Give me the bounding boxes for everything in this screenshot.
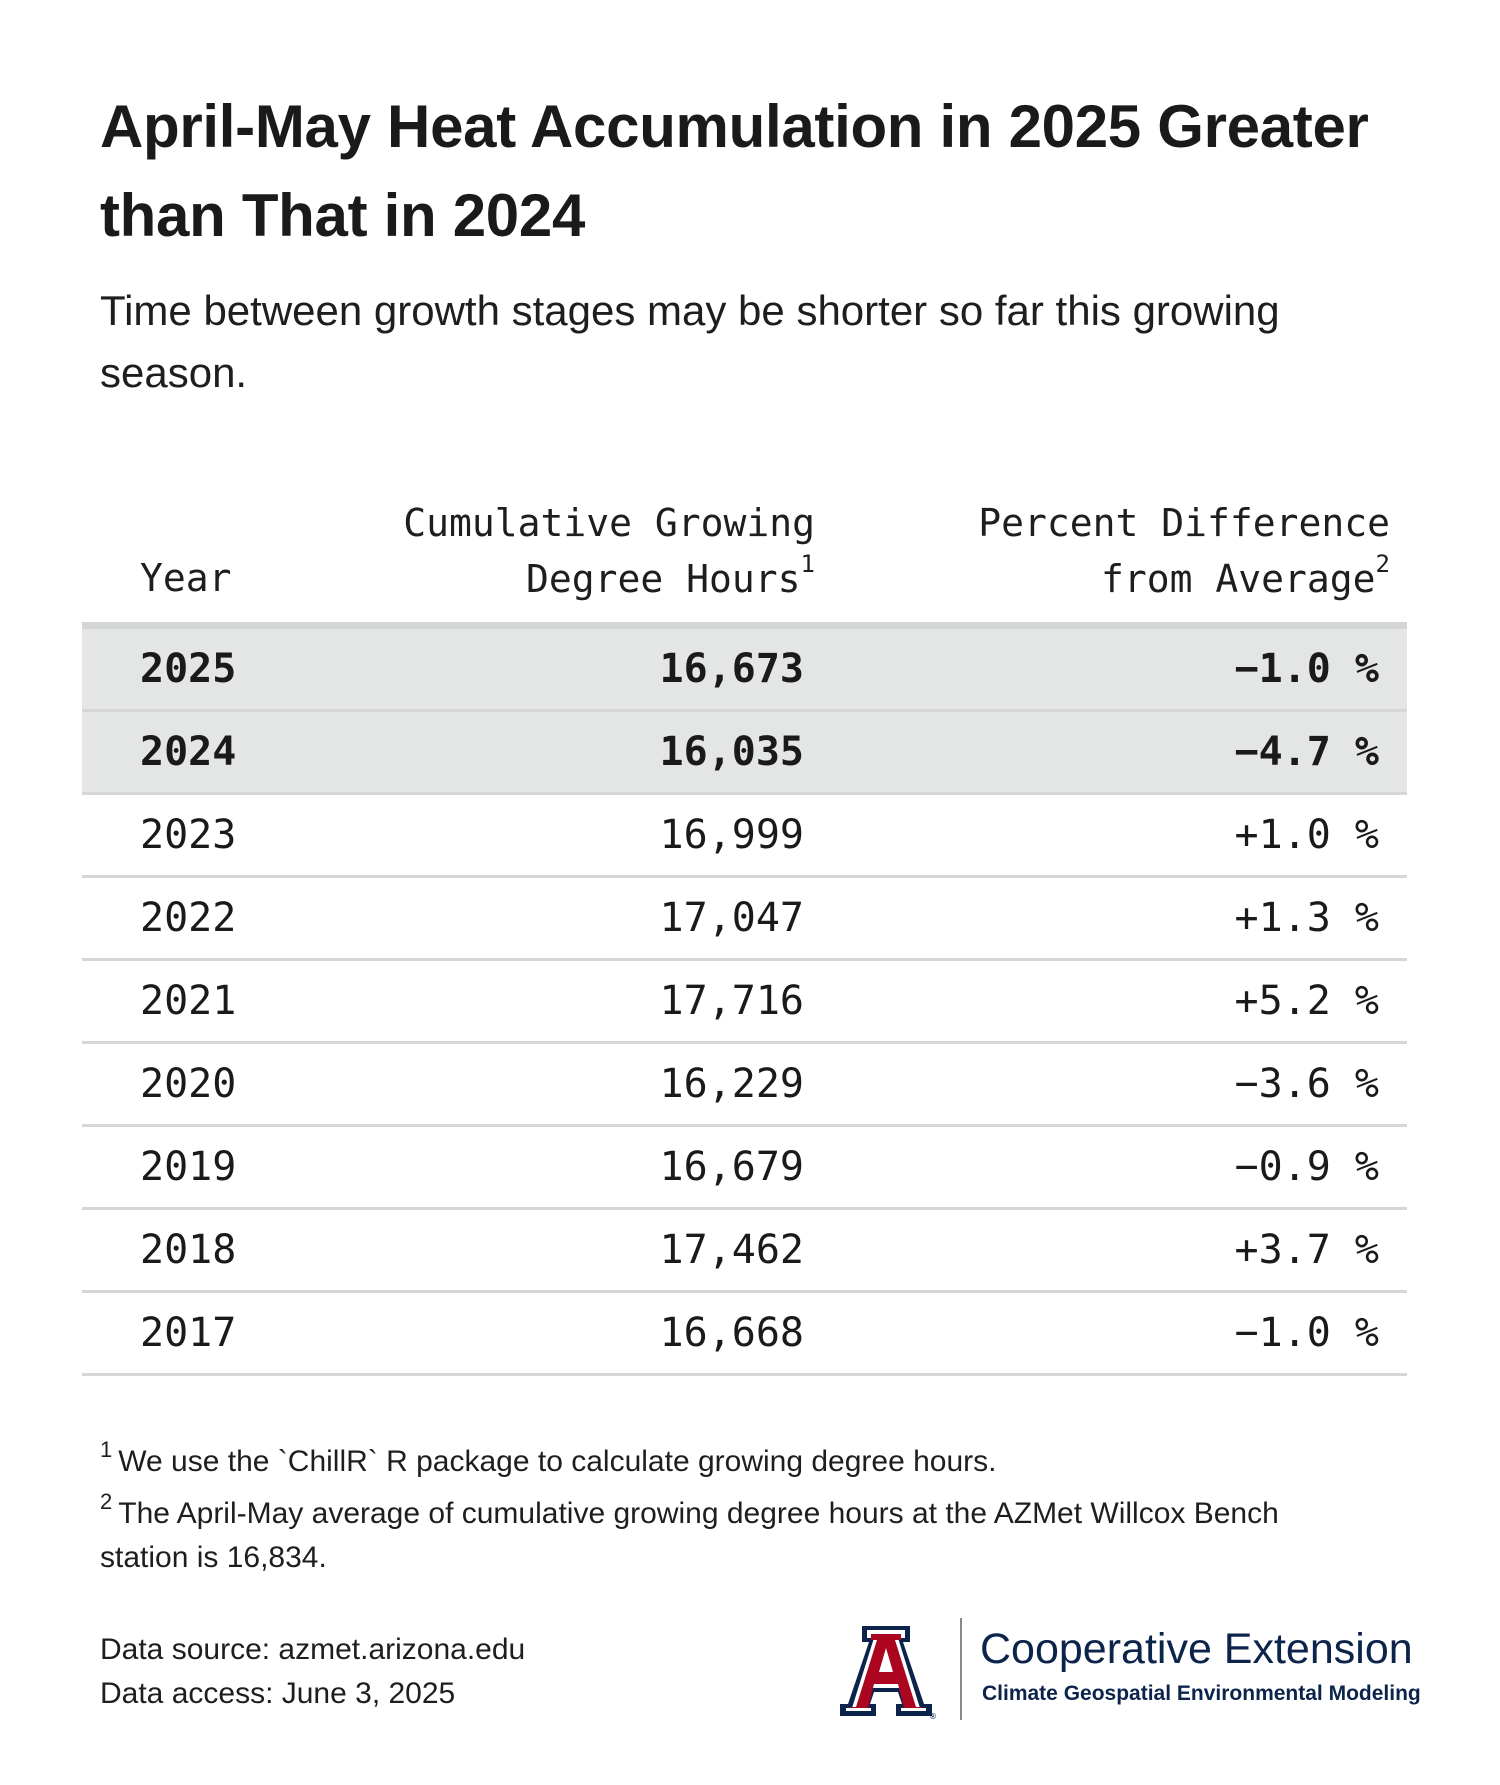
- cell-pct: −0.9 %: [1234, 1144, 1380, 1190]
- table-row: 2023 16,999 +1.0 %: [82, 795, 1407, 878]
- cell-year: 2024: [140, 729, 237, 775]
- table-row: 2018 17,462 +3.7 %: [82, 1210, 1407, 1293]
- column-header-gdh-line1: Cumulative Growing: [403, 501, 815, 545]
- logo-divider: [960, 1618, 962, 1720]
- footnote-2: 2 The April-May average of cumulative gro…: [100, 1489, 1350, 1580]
- cell-gdh: 16,673: [659, 646, 805, 692]
- page-subtitle: Time between growth stages may be shorte…: [100, 287, 1280, 396]
- data-source-line: Data source: azmet.arizona.edu: [100, 1633, 526, 1666]
- cell-gdh: 16,999: [659, 812, 805, 858]
- column-header-year: Year: [140, 556, 232, 600]
- column-header-gdh-line2-text: Degree Hours: [526, 557, 801, 601]
- footnote-1-marker: 1: [100, 1437, 113, 1462]
- table-row: 2024 16,035 −4.7 %: [82, 712, 1407, 795]
- table-body: 2025 16,673 −1.0 % 2024 16,035 −4.7 % 2023 16,9…: [82, 629, 1407, 1376]
- footnote-2-marker: 2: [100, 1489, 113, 1514]
- cell-gdh: 17,716: [659, 978, 805, 1024]
- footnote-1: 1 We use the `ChillR` R package to calcul…: [100, 1437, 1350, 1484]
- page-title: April-May Heat Accumulation in 2025 Grea…: [100, 93, 1369, 249]
- cell-year: 2017: [140, 1310, 237, 1356]
- org-name: Cooperative Extension: [980, 1625, 1413, 1673]
- cell-year: 2019: [140, 1144, 237, 1190]
- data-source: Data source: azmet.arizona.edu Data acce…: [100, 1628, 525, 1716]
- cell-pct: −3.6 %: [1234, 1061, 1380, 1107]
- cell-pct: +5.2 %: [1234, 978, 1380, 1024]
- unit-name: Climate Geospatial Environmental Modelin…: [982, 1682, 1421, 1705]
- cell-pct: +1.3 %: [1234, 895, 1380, 941]
- column-header-gdh: Cumulative Growing Degree Hours1: [403, 495, 815, 607]
- footnote-1-text: We use the `ChillR` R package to calcula…: [118, 1445, 997, 1478]
- footnotes: 1 We use the `ChillR` R package to calcul…: [100, 1437, 1350, 1580]
- cell-year: 2021: [140, 978, 237, 1024]
- cell-year: 2023: [140, 812, 237, 858]
- cell-pct: +1.0 %: [1234, 812, 1380, 858]
- column-header-pct-line2: from Average2: [978, 551, 1390, 607]
- cell-gdh: 17,462: [659, 1227, 805, 1273]
- table-row: 2019 16,679 −0.9 %: [82, 1127, 1407, 1210]
- cell-year: 2025: [140, 646, 237, 692]
- table-row: 2017 16,668 −1.0 %: [82, 1293, 1407, 1376]
- cell-gdh: 16,668: [659, 1310, 805, 1356]
- column-header-pct-line2-text: from Average: [1101, 557, 1376, 601]
- table-row: 2021 17,716 +5.2 %: [82, 961, 1407, 1044]
- block-a-counter: [879, 1648, 893, 1672]
- table-row: 2025 16,673 −1.0 %: [82, 629, 1407, 712]
- column-header-pct: Percent Difference from Average2: [978, 495, 1390, 607]
- cell-pct: −1.0 %: [1234, 646, 1380, 692]
- cell-gdh: 16,229: [659, 1061, 805, 1107]
- cell-year: 2020: [140, 1061, 237, 1107]
- header-rule: [82, 622, 1407, 629]
- cell-gdh: 16,679: [659, 1144, 805, 1190]
- footnote-marker-2: 2: [1375, 550, 1390, 578]
- table-row: 2022 17,047 +1.3 %: [82, 878, 1407, 961]
- footnote-2-text: The April-May average of cumulative grow…: [100, 1497, 1279, 1574]
- table-row: 2020 16,229 −3.6 %: [82, 1044, 1407, 1127]
- cell-pct: −1.0 %: [1234, 1310, 1380, 1356]
- data-access-line: Data access: June 3, 2025: [100, 1677, 456, 1710]
- column-header-pct-line1: Percent Difference: [978, 501, 1390, 545]
- column-header-gdh-line2: Degree Hours1: [403, 551, 815, 607]
- registered-mark: ®: [929, 1712, 936, 1720]
- cell-gdh: 16,035: [659, 729, 805, 775]
- cell-year: 2022: [140, 895, 237, 941]
- cell-pct: −4.7 %: [1234, 729, 1380, 775]
- footnote-marker-1: 1: [800, 550, 815, 578]
- university-block-a-icon: ®: [840, 1626, 936, 1720]
- cell-pct: +3.7 %: [1234, 1227, 1380, 1273]
- cell-year: 2018: [140, 1227, 237, 1273]
- cell-gdh: 17,047: [659, 895, 805, 941]
